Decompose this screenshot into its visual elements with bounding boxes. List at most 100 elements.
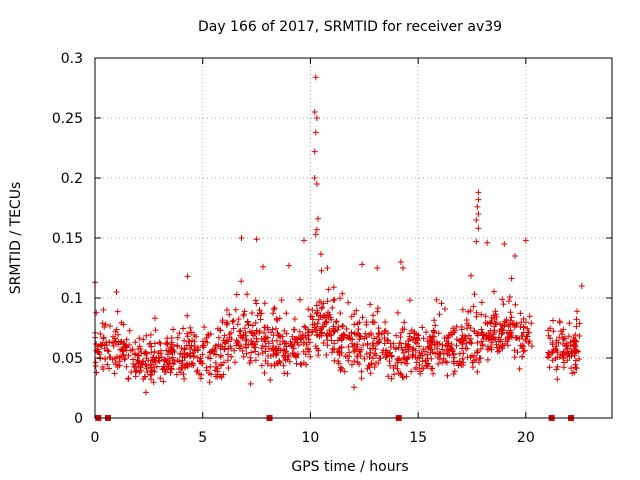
data-point xyxy=(173,371,180,378)
data-point xyxy=(356,319,363,326)
data-point xyxy=(412,354,419,361)
data-point xyxy=(371,335,378,342)
data-point xyxy=(438,300,445,307)
peak-point xyxy=(400,265,406,271)
data-point xyxy=(267,377,274,383)
data-point xyxy=(392,362,399,369)
data-point xyxy=(217,352,224,359)
data-point xyxy=(459,341,466,348)
data-point xyxy=(273,325,279,332)
data-point xyxy=(368,360,375,367)
data-point xyxy=(244,291,250,298)
data-point xyxy=(298,335,305,342)
data-point xyxy=(118,338,125,345)
data-point xyxy=(361,355,368,362)
data-point xyxy=(116,358,123,365)
data-point xyxy=(300,359,307,366)
data-point xyxy=(276,315,283,322)
data-point xyxy=(454,360,461,367)
data-point xyxy=(243,350,250,357)
data-point xyxy=(109,356,116,363)
data-point xyxy=(174,334,181,341)
data-point xyxy=(432,322,439,329)
data-point xyxy=(512,322,519,329)
data-point xyxy=(334,349,341,356)
data-point xyxy=(121,356,128,363)
data-point xyxy=(473,309,480,316)
data-point xyxy=(370,342,377,349)
data-point xyxy=(132,368,139,375)
data-point xyxy=(301,323,308,330)
data-point xyxy=(309,313,315,320)
data-point xyxy=(549,357,556,364)
data-point xyxy=(576,333,583,339)
data-point xyxy=(302,351,309,358)
data-point xyxy=(366,354,373,360)
data-point xyxy=(354,353,361,360)
data-point xyxy=(137,346,144,352)
data-point xyxy=(467,354,474,361)
data-point xyxy=(345,357,352,364)
data-point xyxy=(278,297,285,304)
data-point xyxy=(516,365,523,372)
data-point xyxy=(363,334,370,340)
data-point xyxy=(364,365,371,372)
peak-point xyxy=(475,196,482,203)
data-point xyxy=(236,345,243,352)
data-point xyxy=(293,360,300,367)
data-point xyxy=(389,353,395,360)
data-point xyxy=(318,251,324,258)
data-point xyxy=(383,353,390,360)
data-point xyxy=(265,326,272,333)
data-point xyxy=(169,354,176,361)
data-point xyxy=(450,371,457,377)
data-point xyxy=(176,366,182,372)
data-point xyxy=(377,355,384,362)
data-point xyxy=(375,359,382,366)
data-point xyxy=(371,364,378,370)
data-point xyxy=(420,346,427,353)
data-point xyxy=(568,353,575,360)
data-point xyxy=(252,319,259,326)
data-point xyxy=(391,371,398,378)
data-point xyxy=(500,301,507,308)
chart-title: Day 166 of 2017, SRMTID for receiver av3… xyxy=(198,19,502,35)
data-point xyxy=(351,321,358,328)
data-point xyxy=(545,353,552,360)
data-point xyxy=(230,325,237,332)
data-point xyxy=(353,346,360,353)
data-point xyxy=(319,304,326,311)
data-point xyxy=(194,367,201,374)
data-point xyxy=(323,352,330,358)
data-point xyxy=(126,341,133,348)
data-point xyxy=(567,339,574,346)
data-point xyxy=(469,359,476,366)
data-point xyxy=(420,365,427,372)
data-point xyxy=(433,296,440,303)
peak-point xyxy=(522,237,529,244)
data-point xyxy=(245,341,252,348)
data-point xyxy=(333,319,339,326)
data-point xyxy=(550,328,557,335)
data-point xyxy=(508,275,515,282)
data-point xyxy=(573,365,580,372)
data-point xyxy=(436,340,443,347)
data-point xyxy=(344,353,351,360)
peak-point xyxy=(312,231,319,238)
data-point xyxy=(153,355,160,362)
data-point xyxy=(397,370,404,377)
data-point xyxy=(213,342,219,349)
data-point xyxy=(477,345,484,352)
data-point xyxy=(506,298,512,305)
data-point xyxy=(110,333,117,340)
data-point xyxy=(436,311,443,318)
data-point xyxy=(270,332,277,339)
data-point xyxy=(120,321,127,328)
data-point xyxy=(546,364,553,371)
data-point xyxy=(520,315,527,322)
data-point xyxy=(426,333,433,340)
data-point xyxy=(265,340,272,347)
x-tick-label: 15 xyxy=(409,430,427,446)
data-point xyxy=(459,306,466,313)
data-point xyxy=(521,347,528,354)
